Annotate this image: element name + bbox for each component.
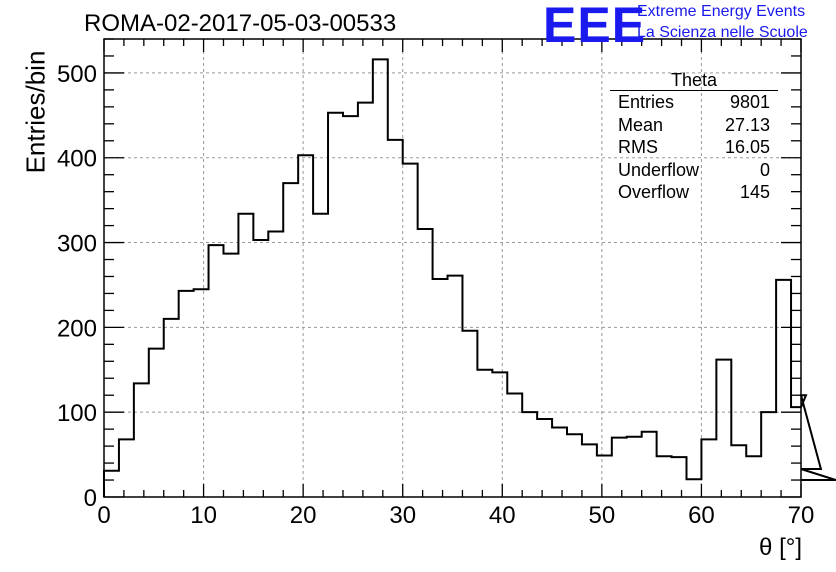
x-axis-label: θ [°] bbox=[759, 534, 802, 561]
histogram-bin bbox=[223, 254, 238, 497]
stats-label: Mean bbox=[618, 114, 664, 135]
stats-value: 16.05 bbox=[724, 137, 770, 157]
histogram-bin bbox=[462, 331, 477, 497]
histogram-bin bbox=[328, 113, 343, 497]
histogram-line bbox=[103, 58, 836, 497]
logo-line-2: La Scienza nelle Scuole bbox=[637, 24, 808, 41]
x-tick-label: 60 bbox=[688, 502, 715, 529]
y-tick-label: 300 bbox=[57, 231, 97, 258]
x-tick-label: 70 bbox=[788, 502, 815, 529]
histogram-bin bbox=[492, 372, 507, 497]
axes bbox=[103, 38, 802, 498]
histogram-bin bbox=[238, 214, 253, 497]
x-tick-label: 0 bbox=[97, 502, 110, 529]
x-tick-label: 30 bbox=[389, 502, 416, 529]
histogram-bin bbox=[403, 164, 418, 497]
histogram-bin bbox=[358, 103, 373, 497]
y-tick-label: 0 bbox=[84, 485, 97, 512]
histogram-bin bbox=[149, 349, 164, 497]
stats-row-rms: RMS 16.05 bbox=[610, 136, 778, 159]
stats-value: 0 bbox=[759, 159, 770, 180]
histogram-bin bbox=[701, 439, 716, 497]
stats-value: 145 bbox=[739, 182, 770, 202]
tick-labels: 0 10 20 30 40 50 60 70 0 100 200 300 400 500 bbox=[57, 61, 814, 529]
stats-value: 27.13 bbox=[724, 114, 770, 135]
histogram-bin bbox=[776, 280, 791, 497]
histogram-bin bbox=[597, 455, 612, 497]
x-tick-label: 40 bbox=[489, 502, 516, 529]
plot-title: ROMA-02-2017-05-03-00533 bbox=[84, 10, 397, 37]
histogram-bin bbox=[642, 432, 657, 497]
histogram-bin bbox=[298, 155, 313, 497]
y-tick-label: 100 bbox=[57, 400, 97, 427]
histogram-bin bbox=[582, 444, 597, 497]
histogram-bin bbox=[657, 456, 672, 497]
histogram-bin bbox=[522, 412, 537, 497]
y-tick-label: 500 bbox=[57, 61, 97, 88]
histogram-bin bbox=[313, 214, 328, 497]
histogram-bin bbox=[746, 456, 761, 497]
histogram-bin bbox=[507, 394, 522, 497]
histogram-bin bbox=[388, 140, 403, 497]
histogram-bin bbox=[418, 229, 433, 497]
histogram-bin bbox=[134, 383, 149, 497]
histogram-bin bbox=[627, 437, 642, 497]
y-tick-label: 200 bbox=[57, 315, 97, 342]
stats-label: Underflow bbox=[618, 159, 700, 180]
x-tick-label: 20 bbox=[290, 502, 317, 529]
histogram-bin bbox=[283, 183, 298, 497]
stats-row-mean: Mean 27.13 bbox=[610, 114, 778, 137]
histogram-bin bbox=[716, 360, 731, 497]
stats-row-underflow: Underflow 0 bbox=[610, 159, 778, 182]
stats-label: Entries bbox=[618, 92, 675, 112]
histogram-bin bbox=[567, 434, 582, 497]
stats-label: Overflow bbox=[618, 182, 690, 202]
histogram-bin bbox=[343, 116, 358, 497]
eee-logo-mark: EEE bbox=[543, 0, 647, 53]
histogram-bin bbox=[179, 291, 194, 497]
histogram-bin bbox=[164, 319, 179, 497]
histogram-bin bbox=[104, 471, 119, 497]
histogram-bin bbox=[761, 412, 776, 497]
histogram-bin bbox=[477, 370, 492, 497]
histogram-bin bbox=[612, 438, 627, 497]
histogram-bin bbox=[433, 279, 448, 497]
histogram-bin bbox=[209, 245, 224, 497]
histogram-bin bbox=[672, 457, 687, 497]
logo-line-1: Extreme Energy Events bbox=[637, 3, 806, 20]
plot-frame bbox=[103, 38, 802, 498]
histogram-bin bbox=[448, 276, 463, 497]
stats-row-entries: Entries 9801 bbox=[610, 91, 778, 114]
histogram-bin bbox=[791, 407, 801, 497]
histogram-bin bbox=[537, 419, 552, 497]
stats-row-overflow: Overflow 145 bbox=[610, 181, 778, 204]
histogram-bin bbox=[253, 240, 268, 497]
grid-lines bbox=[104, 39, 801, 497]
y-axis-label: Entries/bin bbox=[20, 50, 51, 174]
histogram-bin bbox=[119, 439, 134, 497]
x-tick-label: 50 bbox=[589, 502, 616, 529]
histogram-bin bbox=[686, 479, 701, 497]
stats-value: 9801 bbox=[729, 92, 770, 112]
histogram-bin bbox=[552, 427, 567, 497]
stats-title: Theta bbox=[610, 70, 778, 91]
histogram-bin bbox=[194, 289, 209, 497]
stats-label: RMS bbox=[618, 137, 658, 157]
histogram-bars bbox=[103, 58, 836, 497]
stats-box: Theta Entries 9801 Mean 27.13 RMS 16.05 … bbox=[610, 70, 778, 204]
histogram-bin bbox=[373, 59, 388, 497]
histogram-bin bbox=[268, 232, 283, 497]
x-tick-label: 10 bbox=[190, 502, 217, 529]
histogram-bin bbox=[731, 445, 746, 497]
y-tick-label: 400 bbox=[57, 146, 97, 173]
